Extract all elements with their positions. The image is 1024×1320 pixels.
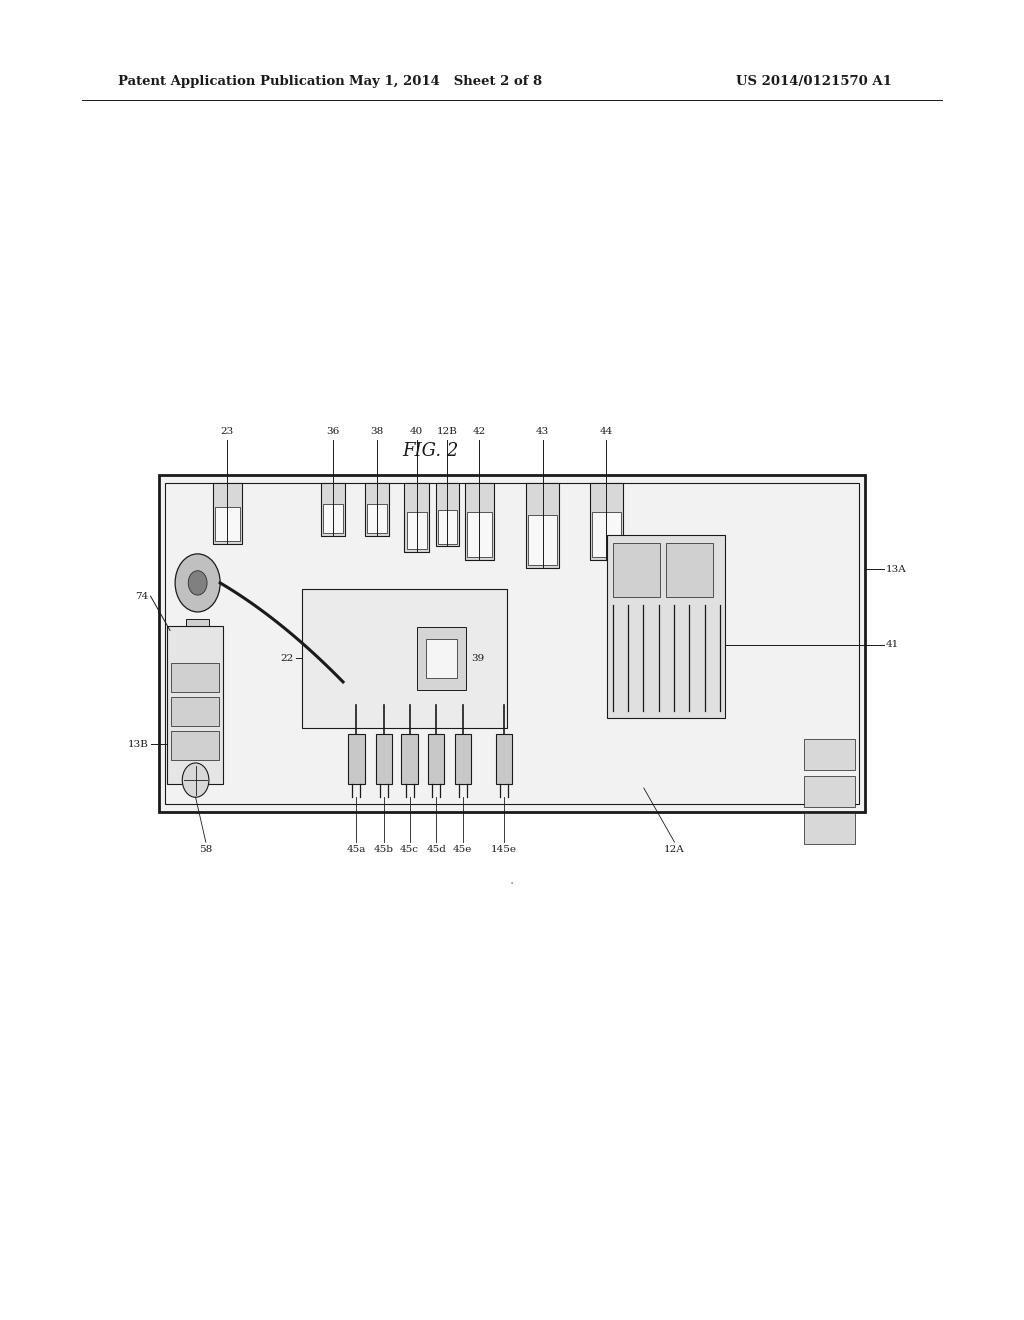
Bar [592, 512, 621, 557]
Bar [171, 697, 219, 726]
Bar [302, 589, 507, 727]
Bar [804, 813, 855, 845]
Text: 45a: 45a [347, 845, 366, 854]
Bar [348, 734, 365, 784]
Text: 38: 38 [371, 426, 383, 436]
Bar [666, 543, 713, 598]
Bar [404, 483, 429, 552]
Text: 23: 23 [221, 426, 233, 436]
Text: 36: 36 [327, 426, 339, 436]
Text: 43: 43 [537, 426, 549, 436]
Circle shape [182, 763, 209, 797]
Bar [213, 483, 242, 544]
Bar [407, 512, 427, 549]
Bar [590, 483, 623, 560]
Text: 12A: 12A [665, 845, 685, 854]
Bar [612, 543, 659, 598]
Text: 41: 41 [886, 640, 899, 649]
Bar [436, 483, 459, 546]
Circle shape [175, 554, 220, 612]
Bar [528, 515, 557, 565]
Text: 42: 42 [473, 426, 485, 436]
Bar [171, 663, 219, 692]
Bar [804, 739, 855, 771]
Bar [323, 504, 343, 533]
Bar [367, 504, 387, 533]
Bar [428, 734, 444, 784]
Bar [496, 734, 512, 784]
Bar [321, 483, 345, 536]
Circle shape [188, 570, 207, 595]
Bar [438, 510, 457, 544]
Bar [215, 507, 240, 541]
Bar [804, 776, 855, 808]
Bar [165, 483, 859, 804]
Text: 13A: 13A [886, 565, 906, 574]
Text: 44: 44 [600, 426, 612, 436]
Text: 22: 22 [281, 653, 294, 663]
Bar [426, 639, 457, 678]
Text: US 2014/0121570 A1: US 2014/0121570 A1 [736, 75, 892, 88]
Text: Patent Application Publication: Patent Application Publication [118, 75, 344, 88]
Text: FIG. 2: FIG. 2 [401, 442, 459, 461]
Text: 145e: 145e [490, 845, 517, 854]
Text: 45c: 45c [400, 845, 419, 854]
Bar [455, 734, 471, 784]
Text: 45e: 45e [454, 845, 472, 854]
Text: 58: 58 [200, 845, 212, 854]
Text: 40: 40 [411, 426, 423, 436]
Text: May 1, 2014   Sheet 2 of 8: May 1, 2014 Sheet 2 of 8 [349, 75, 542, 88]
Text: ·: · [510, 878, 514, 891]
Bar [159, 475, 865, 812]
Text: 45d: 45d [426, 845, 446, 854]
Text: 45b: 45b [374, 845, 394, 854]
Bar [376, 734, 392, 784]
Bar [467, 512, 492, 557]
Bar [526, 483, 559, 568]
Bar [607, 536, 725, 718]
Bar [365, 483, 389, 536]
Bar [186, 619, 209, 643]
Bar [171, 731, 219, 760]
Text: 13B: 13B [128, 741, 148, 748]
Bar [465, 483, 494, 560]
Bar [167, 626, 223, 784]
Text: 12B: 12B [437, 426, 458, 436]
Text: 39: 39 [471, 653, 484, 663]
Bar [417, 627, 466, 690]
Text: 74: 74 [135, 591, 148, 601]
Bar [401, 734, 418, 784]
